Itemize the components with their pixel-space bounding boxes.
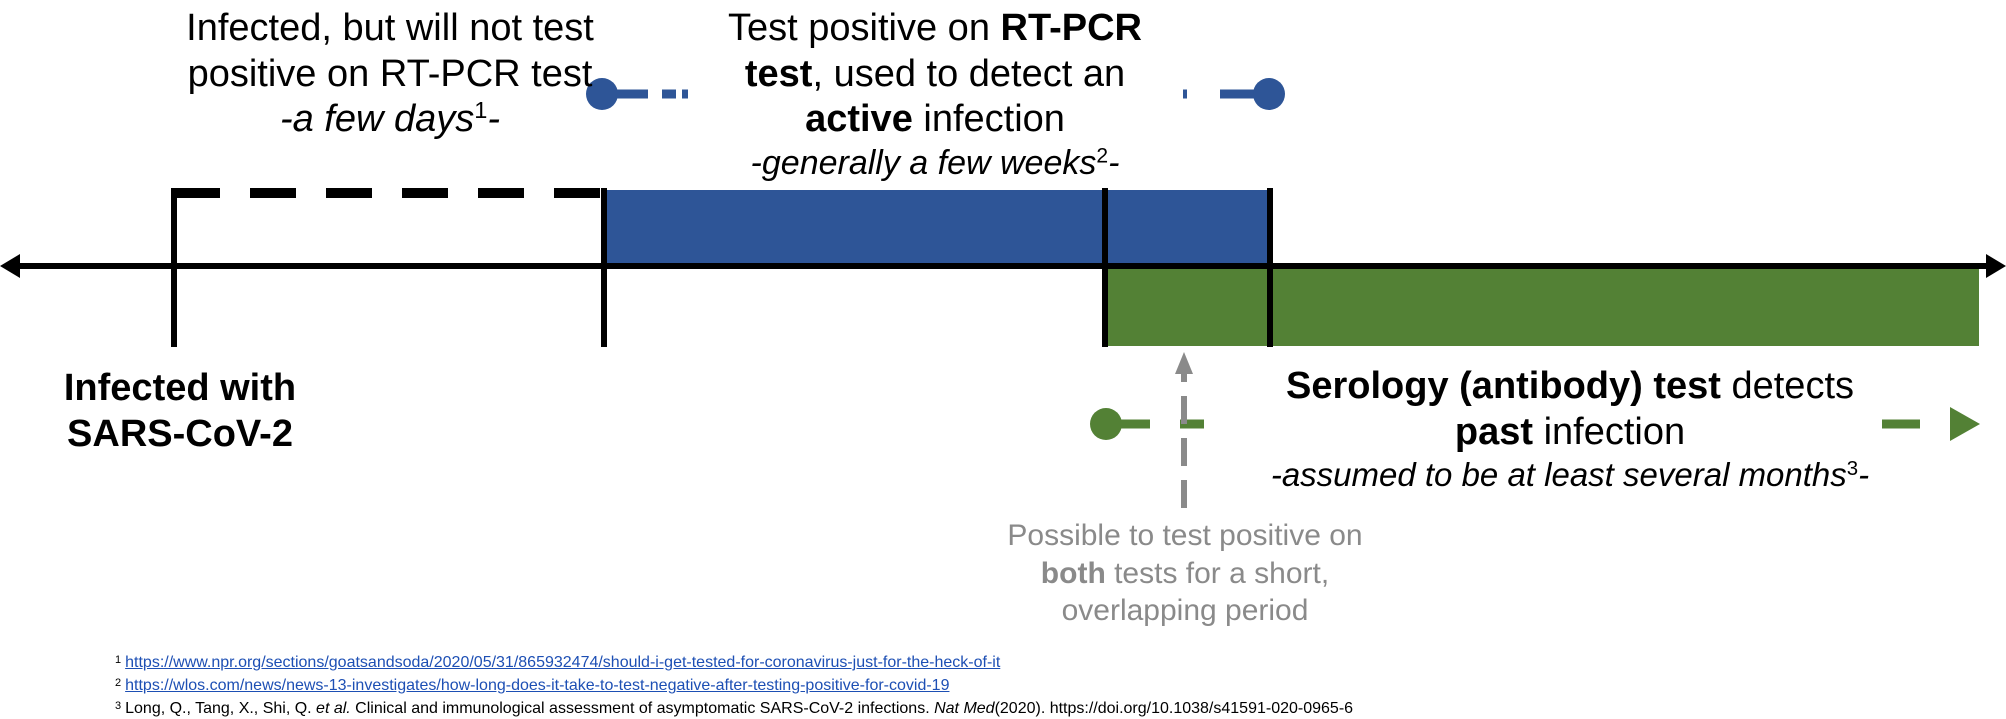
reference-2-link[interactable]: https://wlos.com/news/news-13-investigat… xyxy=(125,677,950,694)
serology-period-bar xyxy=(1106,268,1979,346)
reference-3: 3 Long, Q., Tang, X., Shi, Q. et al. Clin… xyxy=(115,700,1354,717)
serology-duration: -assumed to be at least several months xyxy=(1270,456,1847,494)
incubation-trailing-dash: - xyxy=(487,98,501,141)
rtpcr-footnote: 2 xyxy=(1096,144,1109,168)
serology-range-arrowhead xyxy=(1950,407,1980,441)
reference-1-link[interactable]: https://www.npr.org/sections/goatsandsod… xyxy=(125,654,1001,671)
incubation-period-label: Infected, but will not test positive on … xyxy=(180,6,600,143)
timeline-left-arrow xyxy=(0,254,20,278)
overlap-pointer-arrowhead xyxy=(1175,352,1193,374)
reference-1: 1 https://www.npr.org/sections/goatsandso… xyxy=(115,654,1001,671)
serology-footnote: 3 xyxy=(1846,456,1859,480)
infection-event-label: Infected with SARS-CoV-2 xyxy=(63,367,297,455)
rtpcr-duration: -generally a few weeks xyxy=(750,143,1097,182)
incubation-duration: -a few days xyxy=(279,98,475,141)
serology-period-label: Serology (antibody) test detects past in… xyxy=(1270,365,1870,494)
rtpcr-period-bar xyxy=(604,190,1272,265)
references-list: 1 https://www.npr.org/sections/goatsandso… xyxy=(115,650,1353,719)
incubation-period-text: Infected, but will not test positive on … xyxy=(186,7,594,95)
timeline-right-arrow xyxy=(1986,254,2006,278)
overlap-note-label: Possible to test positive on both tests … xyxy=(1007,519,1363,627)
rtpcr-period-label: Test positive on RT-PCR test, used to de… xyxy=(728,7,1142,182)
reference-2: 2 https://wlos.com/news/news-13-investiga… xyxy=(115,677,950,694)
incubation-footnote: 1 xyxy=(474,97,488,124)
rtpcr-range-end-dot xyxy=(1253,78,1285,110)
